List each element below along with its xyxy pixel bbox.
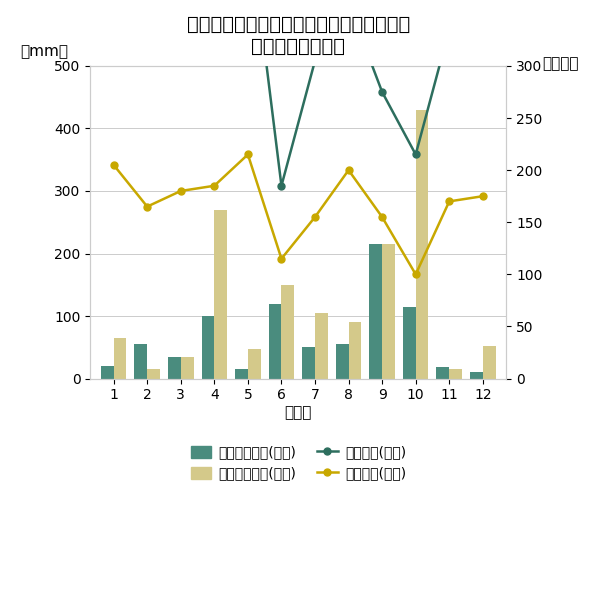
Y-axis label: （mm）: （mm）	[20, 44, 68, 60]
日照時間(大泉)	[379, 88, 386, 95]
X-axis label: （月）: （月）	[284, 405, 312, 420]
日照時間(東京)	[311, 213, 319, 221]
Bar	[181, 357, 194, 379]
Legend: 降水量の合計(大泉), 降水量の合計(東京), 日照時間(大泉), 日照時間(東京): 降水量の合計(大泉), 降水量の合計(東京), 日照時間(大泉), 日照時間(東…	[184, 439, 413, 488]
Bar	[302, 347, 315, 379]
日照時間(大泉)	[311, 57, 319, 64]
Bar	[403, 306, 416, 379]
日照時間(東京)	[211, 182, 218, 190]
Bar	[336, 344, 349, 379]
日照時間(東京)	[278, 255, 285, 263]
日照時間(大泉)	[446, 26, 453, 33]
Bar	[248, 348, 260, 379]
Bar	[134, 344, 147, 379]
Bar	[168, 357, 181, 379]
日照時間(東京)	[412, 271, 419, 278]
Bar	[101, 366, 113, 379]
日照時間(東京)	[446, 198, 453, 205]
日照時間(東京)	[379, 213, 386, 221]
日照時間(大泉)	[412, 151, 419, 158]
Bar	[202, 316, 214, 379]
Bar	[416, 109, 428, 379]
Bar	[113, 338, 127, 379]
Bar	[436, 367, 449, 379]
Bar	[315, 313, 328, 379]
日照時間(東京)	[345, 167, 352, 174]
Bar	[470, 372, 483, 379]
Bar	[382, 244, 395, 379]
Bar	[281, 285, 294, 379]
Title: 北杜市大泉の月別降水量と日照時間の推移
（東京との比較）: 北杜市大泉の月別降水量と日照時間の推移 （東京との比較）	[187, 15, 410, 56]
日照時間(大泉)	[143, 41, 151, 49]
Bar	[349, 322, 361, 379]
日照時間(東京)	[244, 151, 251, 158]
日照時間(大泉)	[479, 26, 487, 33]
Bar	[370, 244, 382, 379]
日照時間(大泉)	[278, 182, 285, 190]
Line: 日照時間(東京): 日照時間(東京)	[110, 151, 486, 278]
日照時間(東京)	[143, 203, 151, 210]
日照時間(東京)	[110, 161, 117, 168]
Line: 日照時間(大泉): 日照時間(大泉)	[110, 0, 486, 189]
Bar	[235, 369, 248, 379]
Bar	[147, 369, 160, 379]
Bar	[483, 346, 496, 379]
日照時間(東京)	[177, 187, 184, 195]
日照時間(大泉)	[345, 0, 352, 7]
Y-axis label: （時間）: （時間）	[542, 57, 578, 72]
Bar	[449, 369, 462, 379]
日照時間(東京)	[479, 193, 487, 200]
Bar	[269, 303, 281, 379]
Bar	[214, 210, 227, 379]
